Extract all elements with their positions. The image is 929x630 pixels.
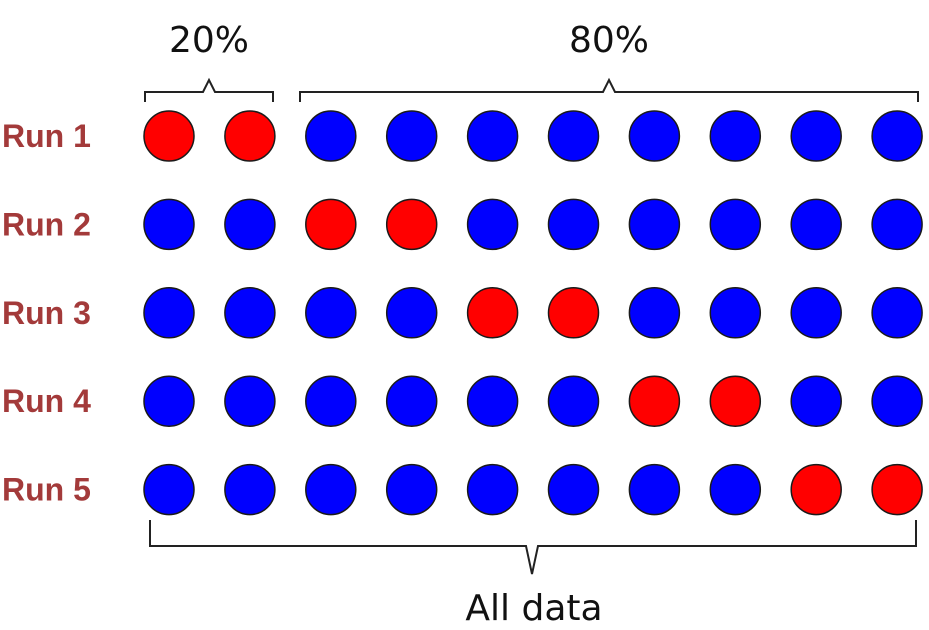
- train-point: [871, 110, 923, 162]
- train-point: [305, 110, 357, 162]
- train-point: [466, 375, 519, 427]
- train-point: [628, 198, 681, 251]
- train-point: [305, 463, 357, 516]
- train-point: [547, 375, 600, 427]
- train-fraction-brace: [299, 77, 919, 102]
- train-point: [628, 463, 681, 516]
- train-point: [385, 375, 438, 427]
- run-row: Run 1: [2, 110, 923, 162]
- train-point: [466, 110, 519, 162]
- all-data-label: All data: [465, 588, 602, 629]
- test-point: [871, 463, 923, 516]
- runs-grid: Run 1 Run 2 Run 3 Run 4 Run 5: [2, 110, 923, 516]
- test-fraction-brace: [144, 77, 274, 102]
- train-point: [709, 110, 762, 162]
- train-point: [385, 287, 438, 339]
- train-point: [224, 287, 276, 339]
- run-row: Run 2: [2, 198, 923, 251]
- test-point: [305, 198, 357, 251]
- run-label: Run 5: [2, 472, 91, 508]
- test-point: [466, 287, 519, 339]
- train-point: [709, 198, 762, 251]
- train-point: [143, 463, 195, 516]
- train-point: [628, 110, 681, 162]
- run-label: Run 3: [2, 295, 91, 331]
- train-point: [385, 110, 438, 162]
- all-data-brace: [149, 520, 917, 575]
- train-fraction-label: 80%: [569, 20, 649, 61]
- train-point: [790, 198, 842, 251]
- train-point: [547, 110, 600, 162]
- train-point: [143, 375, 195, 427]
- train-point: [466, 463, 519, 516]
- train-point: [547, 198, 600, 251]
- run-label: Run 1: [2, 118, 91, 154]
- test-point: [709, 375, 762, 427]
- train-point: [790, 110, 842, 162]
- train-point: [871, 198, 923, 251]
- test-point: [790, 463, 842, 516]
- train-point: [709, 287, 762, 339]
- train-point: [790, 287, 842, 339]
- train-point: [547, 463, 600, 516]
- train-point: [871, 287, 923, 339]
- test-point: [143, 110, 195, 162]
- run-row: Run 5: [2, 463, 923, 516]
- train-point: [790, 375, 842, 427]
- train-point: [143, 287, 195, 339]
- train-point: [305, 375, 357, 427]
- train-point: [466, 198, 519, 251]
- run-row: Run 4: [2, 375, 923, 427]
- train-point: [385, 463, 438, 516]
- run-label: Run 2: [2, 206, 91, 242]
- test-point: [385, 198, 438, 251]
- train-point: [224, 375, 276, 427]
- run-row: Run 3: [2, 287, 923, 339]
- test-point: [547, 287, 600, 339]
- test-point: [224, 110, 276, 162]
- train-point: [224, 463, 276, 516]
- test-point: [628, 375, 681, 427]
- train-point: [871, 375, 923, 427]
- test-fraction-label: 20%: [169, 20, 249, 61]
- train-point: [143, 198, 195, 251]
- train-point: [709, 463, 762, 516]
- train-point: [224, 198, 276, 251]
- train-point: [305, 287, 357, 339]
- run-label: Run 4: [2, 383, 91, 419]
- train-point: [628, 287, 681, 339]
